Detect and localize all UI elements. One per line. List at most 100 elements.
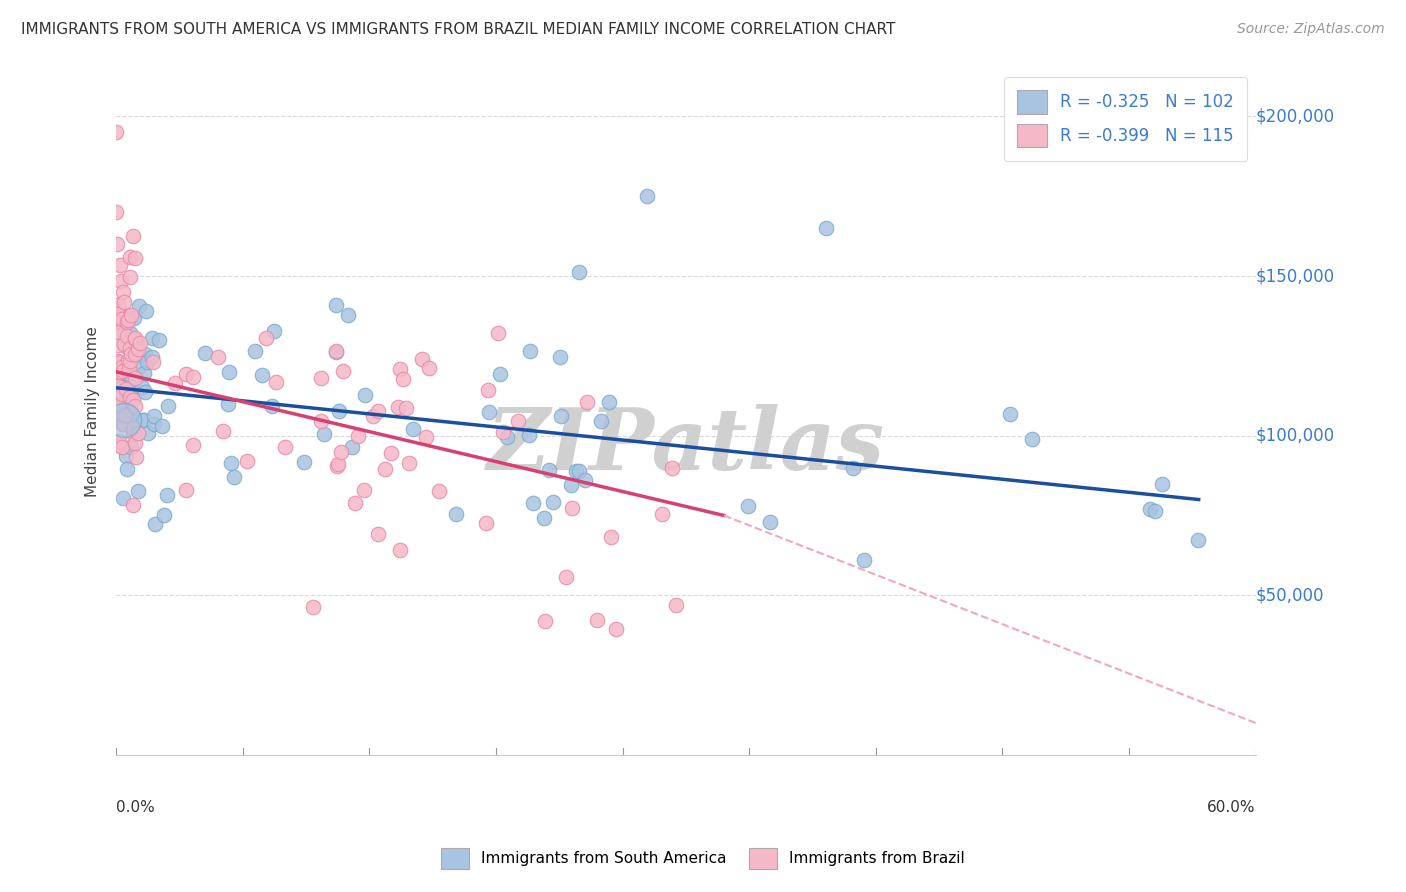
- Point: [111, 380, 134, 394]
- Point: [107, 358, 129, 372]
- Point: [118, 269, 141, 284]
- Point: [114, 308, 136, 322]
- Point: [127, 425, 149, 440]
- Point: [194, 346, 217, 360]
- Point: [254, 331, 277, 345]
- Point: [568, 464, 591, 478]
- Point: [398, 456, 420, 470]
- Point: [111, 491, 134, 505]
- Point: [326, 457, 349, 471]
- Text: IMMIGRANTS FROM SOUTH AMERICA VS IMMIGRANTS FROM BRAZIL MEDIAN FAMILY INCOME COR: IMMIGRANTS FROM SOUTH AMERICA VS IMMIGRA…: [21, 22, 896, 37]
- Point: [124, 251, 146, 265]
- Point: [367, 527, 389, 541]
- Point: [118, 357, 141, 371]
- Point: [374, 462, 396, 476]
- Point: [108, 365, 131, 379]
- Text: ZIPatlas: ZIPatlas: [486, 404, 884, 488]
- Point: [477, 383, 499, 397]
- Point: [142, 417, 165, 432]
- Point: [217, 397, 239, 411]
- Point: [661, 461, 683, 475]
- Point: [758, 516, 780, 530]
- Point: [508, 413, 530, 427]
- Text: $100,000: $100,000: [1256, 426, 1334, 444]
- Point: [533, 614, 555, 628]
- Point: [120, 440, 142, 454]
- Point: [174, 483, 197, 497]
- Point: [111, 312, 134, 326]
- Point: [132, 366, 155, 380]
- Point: [132, 413, 155, 427]
- Point: [143, 409, 166, 424]
- Point: [380, 446, 402, 460]
- Point: [651, 507, 673, 521]
- Point: [183, 369, 205, 384]
- Point: [157, 399, 180, 413]
- Point: [124, 331, 146, 345]
- Point: [522, 496, 544, 510]
- Text: 60.0%: 60.0%: [1208, 799, 1256, 814]
- Point: [222, 470, 245, 484]
- Point: [328, 403, 350, 417]
- Y-axis label: Median Family Income: Median Family Income: [86, 326, 100, 497]
- Point: [478, 405, 501, 419]
- Point: [418, 360, 440, 375]
- Point: [181, 438, 204, 452]
- Point: [575, 395, 598, 409]
- Point: [132, 412, 155, 426]
- Point: [243, 344, 266, 359]
- Point: [218, 366, 240, 380]
- Point: [118, 378, 141, 392]
- Point: [134, 347, 156, 361]
- Legend: R = -0.325   N = 102, R = -0.399   N = 115: R = -0.325 N = 102, R = -0.399 N = 115: [1004, 77, 1247, 161]
- Point: [401, 422, 423, 436]
- Point: [105, 310, 128, 324]
- Point: [115, 329, 138, 343]
- Point: [486, 326, 509, 340]
- Point: [211, 424, 233, 438]
- Point: [560, 477, 582, 491]
- Point: [122, 384, 145, 398]
- Point: [110, 359, 132, 374]
- Point: [112, 417, 135, 431]
- Point: [118, 391, 141, 405]
- Point: [263, 324, 285, 338]
- Point: [1187, 533, 1209, 547]
- Point: [120, 409, 142, 424]
- Point: [533, 511, 555, 525]
- Point: [108, 325, 131, 339]
- Point: [1144, 504, 1167, 518]
- Point: [127, 361, 149, 376]
- Point: [105, 376, 128, 390]
- Point: [1021, 432, 1043, 446]
- Point: [127, 336, 149, 351]
- Point: [111, 364, 134, 378]
- Point: [120, 308, 142, 322]
- Point: [492, 425, 515, 440]
- Point: [105, 409, 128, 424]
- Point: [165, 376, 187, 391]
- Point: [120, 326, 142, 341]
- Point: [292, 455, 315, 469]
- Point: [537, 463, 560, 477]
- Point: [111, 387, 134, 401]
- Point: [264, 375, 287, 389]
- Point: [311, 370, 333, 384]
- Point: [392, 371, 415, 385]
- Point: [107, 354, 129, 368]
- Point: [105, 372, 128, 386]
- Point: [107, 378, 129, 392]
- Point: [105, 205, 128, 219]
- Point: [260, 399, 283, 413]
- Point: [598, 395, 620, 409]
- Point: [252, 368, 274, 382]
- Point: [112, 285, 135, 299]
- Point: [550, 409, 572, 424]
- Point: [128, 299, 150, 313]
- Point: [600, 530, 623, 544]
- Point: [332, 364, 354, 378]
- Point: [107, 298, 129, 312]
- Point: [120, 250, 142, 264]
- Point: [117, 392, 139, 406]
- Point: [108, 355, 131, 369]
